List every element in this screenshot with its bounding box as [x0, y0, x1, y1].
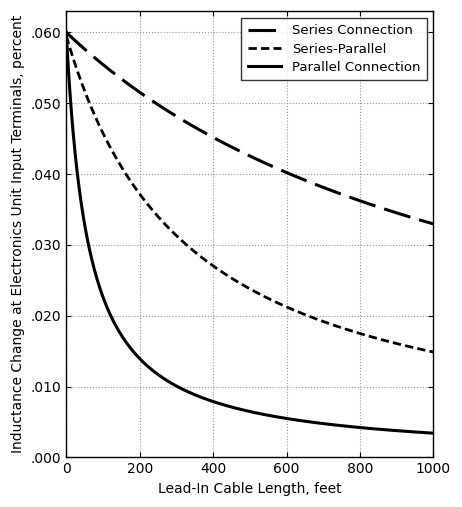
Series-Parallel [63, 33, 69, 39]
X-axis label: Lead-In Cable Length, feet: Lead-In Cable Length, feet [158, 482, 341, 496]
Series-Parallel [337, 324, 343, 331]
Parallel Connection [337, 422, 343, 428]
Series Connection [63, 29, 69, 35]
Parallel Connection [204, 396, 209, 403]
Series-Parallel [302, 312, 308, 318]
Parallel Connection [431, 430, 436, 436]
Series-Parallel [204, 258, 209, 264]
Parallel Connection [302, 418, 308, 424]
Series Connection [284, 169, 289, 175]
Series-Parallel [284, 304, 289, 310]
Series-Parallel [431, 349, 436, 355]
Series-Parallel [130, 182, 136, 188]
Line: Series Connection: Series Connection [66, 32, 433, 224]
Y-axis label: Inductance Change at Electronics Unit Input Terminals, percent: Inductance Change at Electronics Unit In… [11, 15, 25, 453]
Line: Series-Parallel: Series-Parallel [66, 36, 433, 352]
Series Connection [302, 177, 308, 183]
Parallel Connection [130, 348, 136, 354]
Series-Parallel [365, 333, 371, 339]
Series Connection [337, 191, 343, 197]
Series Connection [204, 131, 209, 137]
Parallel Connection [63, 29, 69, 35]
Legend: Series Connection, Series-Parallel, Parallel Connection: Series Connection, Series-Parallel, Para… [242, 18, 427, 81]
Series Connection [130, 85, 136, 91]
Series Connection [431, 221, 436, 227]
Parallel Connection [284, 415, 289, 421]
Parallel Connection [365, 425, 371, 431]
Series Connection [365, 200, 371, 206]
Line: Parallel Connection: Parallel Connection [66, 32, 433, 433]
